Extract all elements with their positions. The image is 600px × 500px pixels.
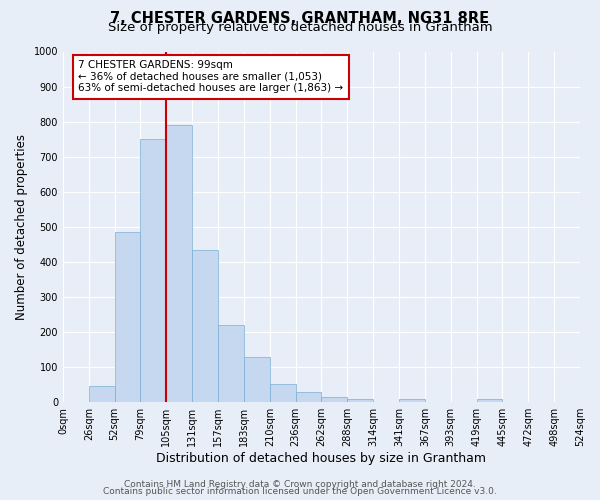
Bar — [270, 384, 296, 402]
Bar — [347, 398, 373, 402]
X-axis label: Distribution of detached houses by size in Grantham: Distribution of detached houses by size … — [157, 452, 487, 465]
Text: 7 CHESTER GARDENS: 99sqm
← 36% of detached houses are smaller (1,053)
63% of sem: 7 CHESTER GARDENS: 99sqm ← 36% of detach… — [79, 60, 344, 94]
Bar — [115, 232, 140, 402]
Bar — [476, 398, 502, 402]
Bar — [399, 400, 425, 402]
Y-axis label: Number of detached properties: Number of detached properties — [15, 134, 28, 320]
Text: 7, CHESTER GARDENS, GRANTHAM, NG31 8RE: 7, CHESTER GARDENS, GRANTHAM, NG31 8RE — [110, 11, 490, 26]
Bar — [140, 139, 166, 402]
Bar — [296, 392, 322, 402]
Bar — [89, 386, 115, 402]
Bar — [218, 325, 244, 402]
Bar — [244, 358, 270, 402]
Text: Contains HM Land Registry data © Crown copyright and database right 2024.: Contains HM Land Registry data © Crown c… — [124, 480, 476, 489]
Text: Contains public sector information licensed under the Open Government Licence v3: Contains public sector information licen… — [103, 487, 497, 496]
Bar — [166, 125, 192, 402]
Text: Size of property relative to detached houses in Grantham: Size of property relative to detached ho… — [107, 22, 493, 35]
Bar — [322, 397, 347, 402]
Bar — [192, 250, 218, 402]
